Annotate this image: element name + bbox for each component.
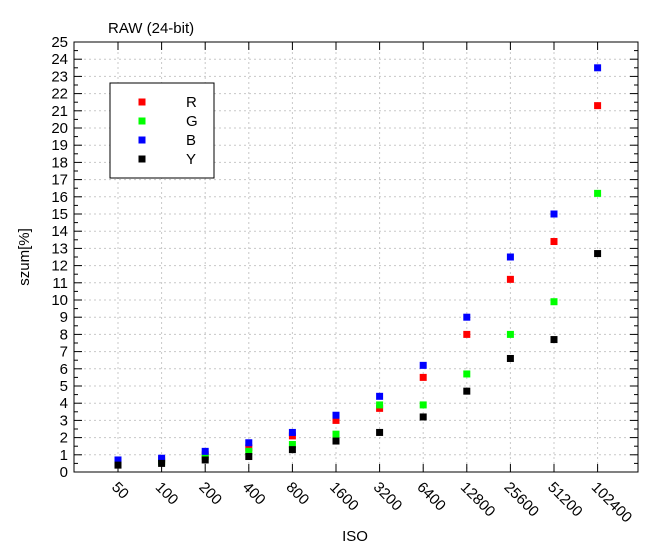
y-tick-label: 1 [60,447,68,464]
y-tick-label: 4 [60,395,68,412]
point-y [288,446,296,454]
point-g [245,447,253,455]
legend-label-y: Y [186,151,196,168]
point-y [419,413,427,421]
point-b [245,439,253,447]
point-g [594,189,602,197]
x-tick-label: 1600 [326,479,362,515]
legend-marker-r [138,98,146,106]
legend-marker-b [138,136,146,144]
point-b [332,411,340,419]
x-tick-label: 400 [239,479,269,509]
y-tick-label: 23 [51,68,68,85]
y-tick-label: 14 [51,223,68,240]
y-tick-label: 19 [51,137,68,154]
grid [74,42,638,472]
point-b [506,253,514,261]
point-b [419,361,427,369]
point-b [288,428,296,436]
legend-label-b: B [186,132,196,149]
point-y [201,456,209,464]
y-tick-label: 9 [60,309,68,326]
point-r [463,330,471,338]
point-b [594,64,602,72]
plot-frame [73,41,639,473]
point-y [463,387,471,395]
y-tick-label: 17 [51,172,68,189]
point-r [419,373,427,381]
y-tick-label: 18 [51,154,68,171]
point-r [550,238,558,246]
x-tick-label: 3200 [370,479,406,515]
y-tick-label: 11 [52,275,68,292]
point-y [158,459,166,467]
x-tick-label: 6400 [413,479,449,515]
point-r [506,275,514,283]
y-tick-label: 0 [60,464,68,481]
point-g [419,401,427,409]
point-b [201,447,209,455]
point-b [376,392,384,400]
point-r [594,102,602,110]
chart-title: RAW (24-bit) [108,20,194,37]
y-tick-label: 22 [51,86,68,103]
y-tick-label: 8 [60,326,68,343]
point-y [506,354,514,362]
x-tick-label: 800 [283,479,313,509]
x-tick-label: 12800 [457,479,499,521]
point-b [550,210,558,218]
point-y [245,453,253,461]
point-y [332,437,340,445]
axis-ticks [74,41,638,473]
y-tick-label: 20 [51,120,68,137]
point-g [288,440,296,448]
y-tick-label: 25 [51,34,68,51]
y-tick-label: 6 [60,361,68,378]
point-g [332,430,340,438]
point-b [114,456,122,464]
y-tick-label: 24 [51,51,68,68]
point-y [376,428,384,436]
point-r [332,416,340,424]
y-axis-title: szum[%] [16,228,33,286]
y-tick-label: 10 [51,292,68,309]
x-axis-title: ISO [342,528,368,545]
x-tick-label: 51200 [544,479,586,521]
data-points [114,64,602,469]
y-tick-label: 3 [60,412,68,429]
legend-label-r: R [186,94,197,111]
x-tick-label: 200 [195,479,225,509]
y-tick-label: 5 [60,378,68,395]
x-tick-label: 100 [152,479,182,509]
x-tick-label: 102400 [588,479,635,526]
y-tick-label: 13 [51,240,68,257]
y-tick-label: 21 [51,103,68,120]
legend-label-g: G [186,113,198,130]
y-tick-label: 2 [60,430,68,447]
point-y [594,250,602,258]
point-g [376,401,384,409]
legend-box [109,82,215,179]
point-y [114,461,122,469]
point-b [158,454,166,462]
point-g [550,298,558,306]
x-tick-label: 50 [108,479,132,503]
y-tick-label: 7 [60,344,68,361]
y-tick-label: 16 [51,189,68,206]
point-g [506,330,514,338]
point-b [463,313,471,321]
y-tick-label: 12 [51,258,68,275]
point-g [463,370,471,378]
legend-marker-y [138,155,146,163]
point-y [550,336,558,344]
legend-marker-g [138,117,146,125]
y-tick-label: 15 [51,206,68,223]
x-tick-label: 25600 [501,479,543,521]
